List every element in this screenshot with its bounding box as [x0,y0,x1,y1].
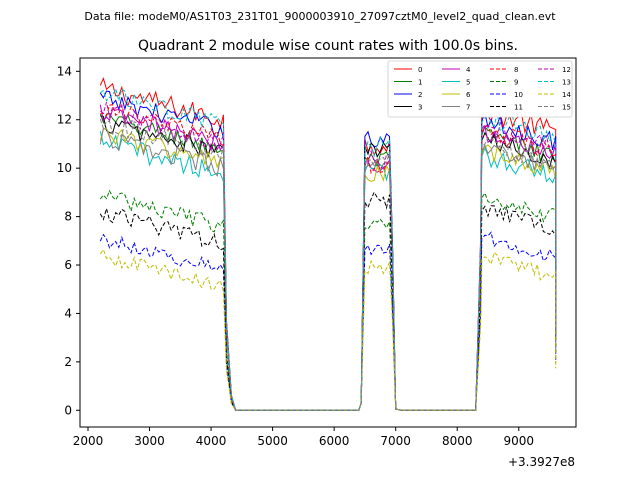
series-line-8 [100,103,557,411]
y-tick-label: 8 [64,210,72,224]
chart-suptitle: Data file: modeM0/AS1T03_231T01_90000039… [84,10,556,23]
y-tick-label: 10 [57,161,72,175]
series-line-1 [99,112,557,411]
legend-label: 2 [418,91,422,99]
y-tick-label: 2 [64,355,72,369]
series-line-12 [100,102,557,411]
legend-label: 8 [514,66,518,74]
legend-box [387,60,573,118]
y-tick-label: 14 [57,64,72,78]
series-line-7 [99,127,557,411]
y-tick-label: 6 [64,258,72,272]
axes: 2000 3000 4000 5000 6000 7000 8000 900002468101… [57,64,534,448]
series-line-6 [99,127,557,411]
legend-label: 6 [466,91,471,99]
y-tick-label: 0 [64,403,72,417]
legend-label: 0 [418,66,422,74]
legend-label: 3 [418,104,422,112]
legend-label: 5 [466,79,470,87]
plot-lines [99,77,557,411]
plot-frame [79,57,577,428]
x-tick-label: 5000 [257,434,288,448]
x-tick-label: 2000 [73,434,104,448]
x-tick-label: 6000 [319,434,350,448]
x-tick-label: 9000 [503,434,534,448]
legend-label: 15 [562,104,571,112]
legend-label: 1 [418,79,422,87]
legend-label: 4 [466,66,471,74]
series-line-10 [99,231,557,411]
x-offset-label: +3.3927e8 [508,455,575,469]
x-tick-label: 8000 [442,434,473,448]
x-tick-label: 4000 [196,434,227,448]
legend-label: 9 [514,79,518,87]
x-tick-label: 3000 [134,434,165,448]
chart-title: Quadrant 2 module wise count rates with … [138,38,518,54]
series-line-11 [99,191,557,411]
legend-label: 10 [514,91,523,99]
y-tick-label: 4 [64,306,72,320]
legend-label: 11 [514,104,523,112]
legend-label: 14 [562,91,571,99]
legend-label: 12 [562,66,571,74]
legend-label: 7 [466,104,470,112]
x-tick-label: 7000 [380,434,411,448]
legend-label: 13 [562,79,571,87]
series-line-14 [99,248,557,411]
series-line-15 [99,118,557,411]
y-tick-label: 12 [57,113,72,127]
